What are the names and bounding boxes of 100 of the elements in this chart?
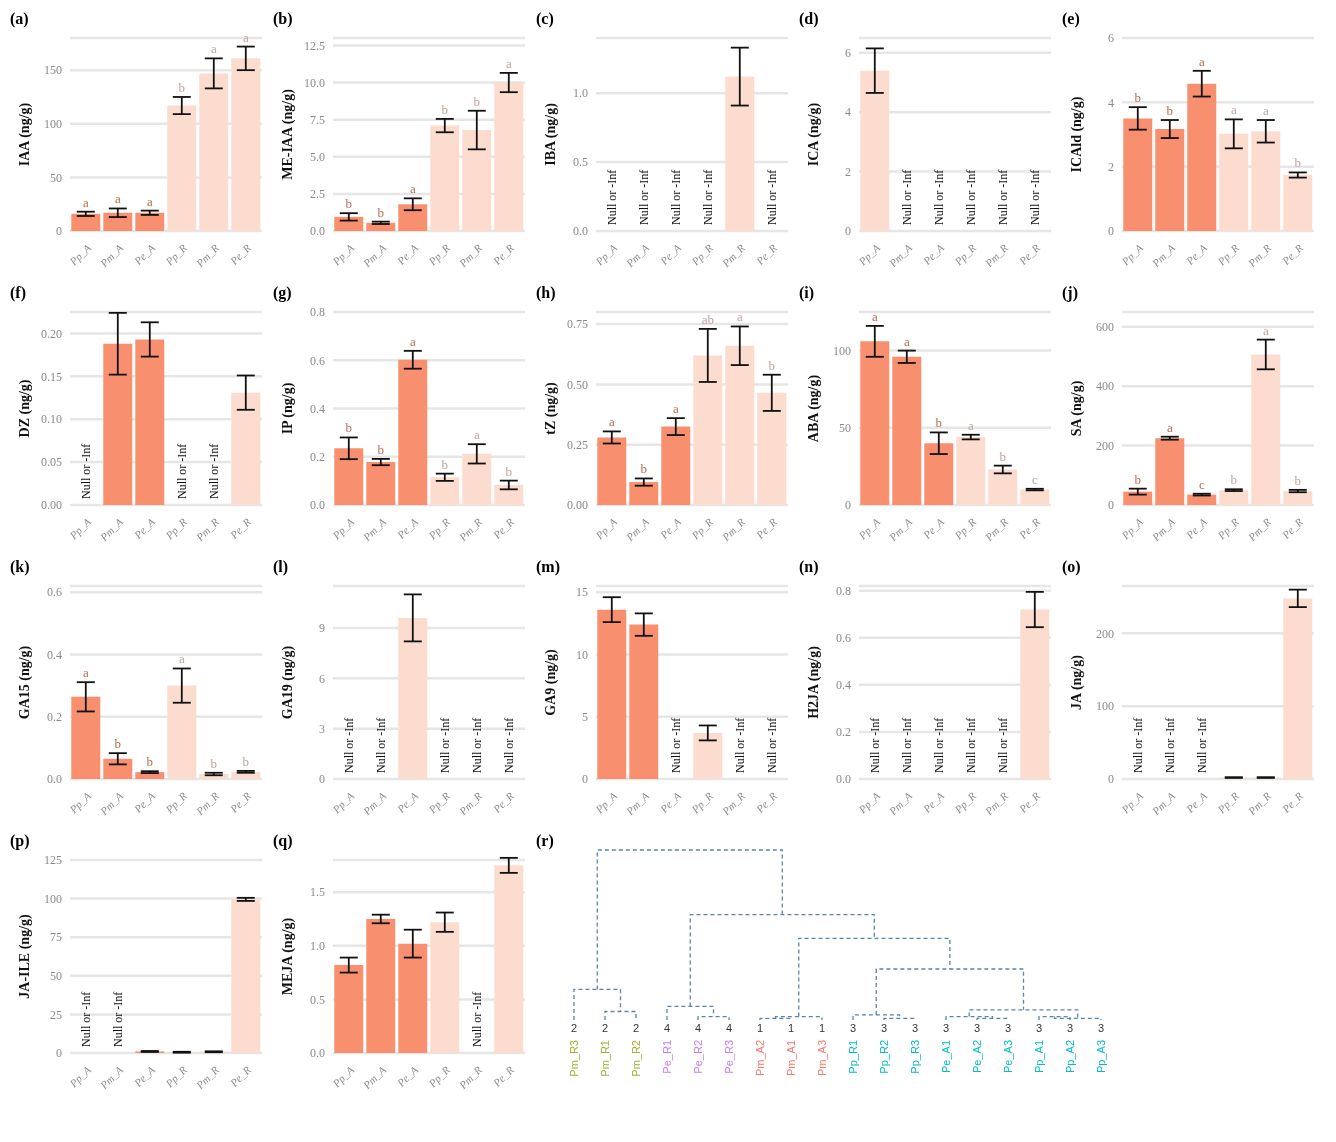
annotation: Null or -Inf xyxy=(470,717,484,773)
y-tick-label: 0.2 xyxy=(310,450,325,465)
chart-title: (o) xyxy=(1062,558,1081,576)
chart-title: (c) xyxy=(536,10,554,28)
y-tick-label: 6 xyxy=(1108,31,1114,46)
y-tick-label: 200 xyxy=(1096,626,1114,641)
y-axis-title: ICA (ng/g) xyxy=(805,102,822,167)
data-label: b xyxy=(1166,103,1174,119)
y-tick-label: 2 xyxy=(1108,159,1114,174)
data-label: a xyxy=(1230,102,1237,118)
data-label: b xyxy=(242,753,250,769)
y-axis-title: IP (ng/g) xyxy=(279,382,296,435)
y-tick-label: 0.8 xyxy=(836,583,851,598)
y-tick-label: 0 xyxy=(56,224,62,239)
data-label: a xyxy=(505,55,512,71)
text: 3 xyxy=(942,1022,950,1034)
y-axis-title: MEJA (ng/g) xyxy=(279,917,296,996)
data-label: b xyxy=(377,204,385,220)
y-tick-label: 1.0 xyxy=(573,86,588,101)
y-axis-title: GA9 (ng/g) xyxy=(542,648,559,716)
data-label: c xyxy=(1198,476,1205,492)
category-label: Pp_R1 xyxy=(847,1040,859,1074)
chart-title: (i) xyxy=(799,284,815,302)
y-tick-label: 0 xyxy=(582,772,588,787)
category-label: Pp_R3 xyxy=(909,1040,921,1074)
y-tick-label: 0.4 xyxy=(836,678,851,693)
text: 1 xyxy=(787,1022,795,1034)
annotation: Null or -Inf xyxy=(1131,717,1145,773)
text: 3 xyxy=(1066,1022,1074,1034)
text: 4 xyxy=(694,1022,702,1034)
y-tick-label: 50 xyxy=(50,170,62,185)
y-tick-label: 2 xyxy=(845,164,851,179)
data-label: b xyxy=(640,461,648,477)
y-tick-label: 9 xyxy=(319,621,325,636)
y-tick-label: 0.00 xyxy=(41,498,62,513)
y-axis-title: JA-ILE (ng/g) xyxy=(16,913,33,999)
text: 3 xyxy=(1035,1022,1043,1034)
y-tick-label: 6 xyxy=(845,46,851,61)
data-label: a xyxy=(1198,53,1205,69)
y-tick-label: 5.0 xyxy=(310,150,325,165)
annotation: Null or -Inf xyxy=(932,169,946,225)
y-tick-label: 100 xyxy=(1096,699,1114,714)
y-tick-label: 0.6 xyxy=(310,353,325,368)
category-label: Pe_R3 xyxy=(723,1040,735,1074)
data-label: b xyxy=(505,463,513,479)
text: 3 xyxy=(1004,1022,1012,1034)
y-tick-label: 6 xyxy=(319,671,325,686)
category-label: Pm_R2 xyxy=(630,1040,642,1077)
y-axis-title: ICAld (ng/g) xyxy=(1068,96,1085,173)
y-tick-label: 100 xyxy=(44,117,62,132)
annotation: Null or -Inf xyxy=(79,443,93,499)
category-label: Pe_R2 xyxy=(692,1040,704,1074)
y-tick-label: 150 xyxy=(44,63,62,78)
data-label: b xyxy=(210,755,218,771)
data-label: b xyxy=(999,448,1007,464)
data-label: a xyxy=(473,427,480,443)
data-label: b xyxy=(473,93,481,109)
y-tick-label: 4 xyxy=(1108,95,1114,110)
data-label: a xyxy=(114,191,121,207)
chart-title: (e) xyxy=(1062,10,1080,28)
chart-title: (a) xyxy=(10,10,29,28)
category-label: Pe_A1 xyxy=(940,1040,952,1074)
category-label: Pp_A1 xyxy=(1033,1040,1045,1074)
annotation: Null or -Inf xyxy=(765,169,779,225)
category-label: Pp_R2 xyxy=(878,1040,890,1074)
annotation: Null or -Inf xyxy=(868,717,882,773)
y-tick-label: 25 xyxy=(50,1007,62,1022)
y-tick-label: 100 xyxy=(44,891,62,906)
data-label: b xyxy=(441,101,449,117)
data-label: a xyxy=(178,651,185,667)
y-tick-label: 0.00 xyxy=(567,498,588,513)
y-tick-label: 0.6 xyxy=(47,585,62,600)
y-tick-label: 0.0 xyxy=(310,498,325,513)
data-label: b xyxy=(178,79,186,95)
annotation: Null or -Inf xyxy=(111,991,125,1047)
y-tick-label: 0.25 xyxy=(567,437,588,452)
annotation: Null or -Inf xyxy=(733,717,747,773)
y-tick-label: 0.2 xyxy=(836,725,851,740)
data-label: a xyxy=(608,414,615,430)
annotation: Null or -Inf xyxy=(1163,717,1177,773)
data-label: a xyxy=(409,181,416,197)
data-label: a xyxy=(146,193,153,209)
annotation: Null or -Inf xyxy=(470,991,484,1047)
y-tick-label: 0.8 xyxy=(310,305,325,320)
data-label: a xyxy=(1166,419,1173,435)
y-tick-label: 15 xyxy=(576,585,588,600)
data-label: a xyxy=(82,665,89,681)
y-tick-label: 0 xyxy=(56,1046,62,1061)
category-label: Pm_R1 xyxy=(599,1040,611,1077)
y-axis-title: IAA (ng/g) xyxy=(16,102,33,167)
y-tick-label: 0.0 xyxy=(836,772,851,787)
data-label: b xyxy=(146,754,154,770)
y-tick-label: 1.0 xyxy=(310,939,325,954)
annotation: Null or -Inf xyxy=(996,717,1010,773)
category-label: Pm_A1 xyxy=(785,1040,797,1077)
data-label: b xyxy=(1230,472,1238,488)
text: (r) xyxy=(536,832,554,850)
chart-title: (d) xyxy=(799,10,819,28)
y-tick-label: 1.5 xyxy=(310,885,325,900)
y-axis-title: GA15 (ng/g) xyxy=(16,645,33,720)
